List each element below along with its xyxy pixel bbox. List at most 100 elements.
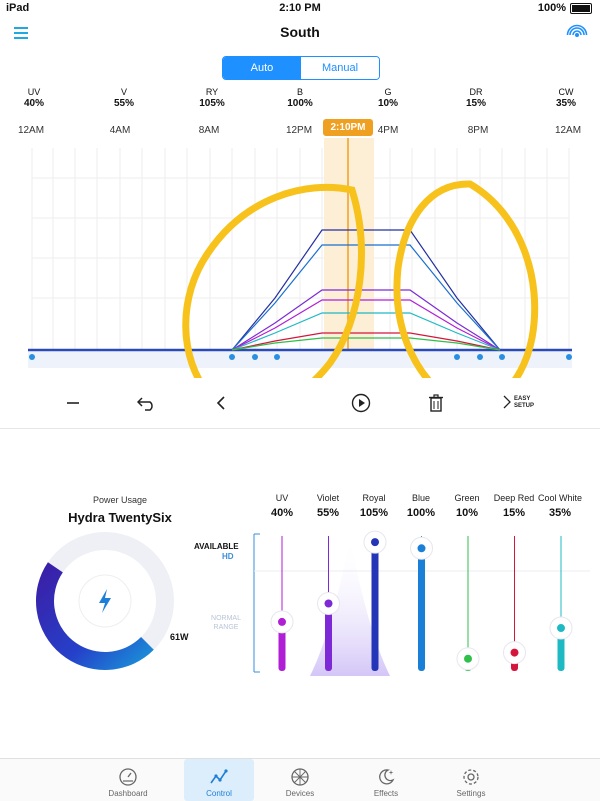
- slider-thumb-dot: [417, 544, 426, 553]
- magic-wand-icon: [503, 395, 511, 409]
- schedule-point[interactable]: [499, 354, 505, 360]
- minus-icon[interactable]: [62, 392, 84, 414]
- tab-label: Settings: [456, 789, 486, 798]
- channel-value: 35%: [555, 98, 576, 109]
- channel-value: 55%: [113, 98, 134, 109]
- schedule-chart[interactable]: [0, 138, 600, 378]
- slider-thumb-dot: [464, 654, 472, 663]
- settings-icon: [463, 769, 479, 785]
- channel-name: CW: [558, 87, 574, 97]
- current-time-marker[interactable]: 2:10PM: [323, 119, 373, 136]
- chart-toolbar: EASY SETUP: [0, 384, 600, 422]
- schedule-point[interactable]: [252, 354, 258, 360]
- channel-dr: DR 15%: [446, 86, 506, 110]
- slider-thumb-dot: [324, 599, 333, 608]
- curve-deepred: [231, 332, 501, 351]
- available-label: AVAILABLE: [194, 542, 239, 551]
- slider-thumb-dot: [371, 538, 379, 547]
- page-title: South: [280, 24, 320, 40]
- easy-setup-label: SETUP: [513, 403, 534, 409]
- previous-icon[interactable]: [210, 392, 232, 414]
- curve-blue: [231, 244, 501, 351]
- play-icon[interactable]: [350, 392, 372, 414]
- dashboard-icon: [119, 768, 137, 786]
- slider-fill: [418, 548, 425, 671]
- channel-value: 100%: [287, 98, 313, 109]
- annotation-circle-right: [393, 180, 539, 378]
- tab-dashboard[interactable]: Dashboard: [93, 759, 163, 801]
- curve-uv: [231, 299, 501, 351]
- schedule-point[interactable]: [477, 354, 483, 360]
- undo-icon[interactable]: [136, 392, 158, 414]
- slider-label: Royal: [362, 493, 386, 503]
- current-time-band: [324, 138, 374, 350]
- channel-b: B 100%: [270, 86, 330, 110]
- slider-value: 55%: [316, 507, 340, 519]
- channel-value: 40%: [23, 98, 44, 109]
- slider-thumb-dot: [278, 617, 286, 626]
- time-tick: 12AM: [17, 125, 45, 136]
- battery-percent: 100%: [537, 2, 566, 14]
- timeline-track: [28, 350, 572, 368]
- slider-group[interactable]: [270, 530, 573, 671]
- schedule-points[interactable]: [29, 354, 572, 360]
- status-indicators: 100%: [538, 2, 592, 14]
- channel-uv: UV 40%: [4, 86, 64, 110]
- channel-cw: CW 35%: [536, 86, 596, 110]
- hd-label: HD: [222, 552, 234, 561]
- slider-label: Deep Red: [493, 493, 535, 503]
- easy-setup-label: EASY: [513, 396, 531, 402]
- tab-label: Control: [206, 789, 232, 798]
- time-tick: 4PM: [377, 125, 399, 136]
- normal-range-text: RANGE: [213, 624, 239, 631]
- status-bar: iPad 2:10 PM 100%: [0, 0, 600, 16]
- time-tick: 4AM: [109, 125, 131, 136]
- tab-settings[interactable]: Settings: [436, 759, 506, 801]
- time-tick: 12AM: [554, 125, 582, 136]
- slider-value: 35%: [548, 507, 572, 519]
- annotation-circle-left: [182, 183, 365, 378]
- schedule-point[interactable]: [29, 354, 35, 360]
- schedule-point[interactable]: [229, 354, 235, 360]
- tab-label: Dashboard: [108, 789, 148, 798]
- slider-value: 105%: [359, 507, 389, 519]
- auto-tab[interactable]: Auto: [223, 57, 301, 79]
- wireless-icon[interactable]: [566, 22, 588, 44]
- channel-name: V: [120, 87, 127, 97]
- slider-value: 100%: [406, 507, 436, 519]
- schedule-point[interactable]: [566, 354, 572, 360]
- trash-icon[interactable]: [425, 392, 447, 414]
- mode-toggle: Auto Manual: [222, 56, 380, 80]
- devices-icon: [291, 768, 309, 786]
- curve-violet: [231, 289, 501, 351]
- schedule-point[interactable]: [274, 354, 280, 360]
- channel-value: 15%: [465, 98, 486, 109]
- slider-value: 10%: [455, 507, 479, 519]
- slider-label: UV: [275, 493, 289, 503]
- power-usage-gauge: [36, 532, 174, 670]
- tab-effects[interactable]: Effects: [351, 759, 421, 801]
- slider-label: Cool White: [537, 493, 582, 503]
- curve-royal: [231, 229, 501, 351]
- schedule-point[interactable]: [454, 354, 460, 360]
- slider-thumb-dot: [510, 648, 519, 657]
- chart-grid: [31, 148, 570, 350]
- channel-sliders[interactable]: [250, 526, 600, 676]
- curve-green: [231, 337, 501, 351]
- channel-curves: [231, 229, 501, 351]
- slider-fill: [325, 603, 332, 671]
- channel-v: V 55%: [94, 86, 154, 110]
- channel-g: G 10%: [358, 86, 418, 110]
- tab-bar: Dashboard Control Devices Effects Settin…: [0, 758, 600, 801]
- status-time: 2:10 PM: [279, 2, 321, 14]
- time-tick: 12PM: [285, 125, 313, 136]
- channel-name: DR: [469, 87, 483, 97]
- manual-tab[interactable]: Manual: [301, 57, 379, 79]
- tab-control[interactable]: Control: [184, 759, 254, 801]
- slider-label: Green: [454, 493, 480, 503]
- tab-devices[interactable]: Devices: [265, 759, 335, 801]
- channel-name: G: [384, 87, 392, 97]
- easy-setup-button[interactable]: EASY SETUP: [500, 392, 536, 414]
- curve-coolwhite: [231, 312, 501, 351]
- menu-icon[interactable]: [14, 27, 28, 39]
